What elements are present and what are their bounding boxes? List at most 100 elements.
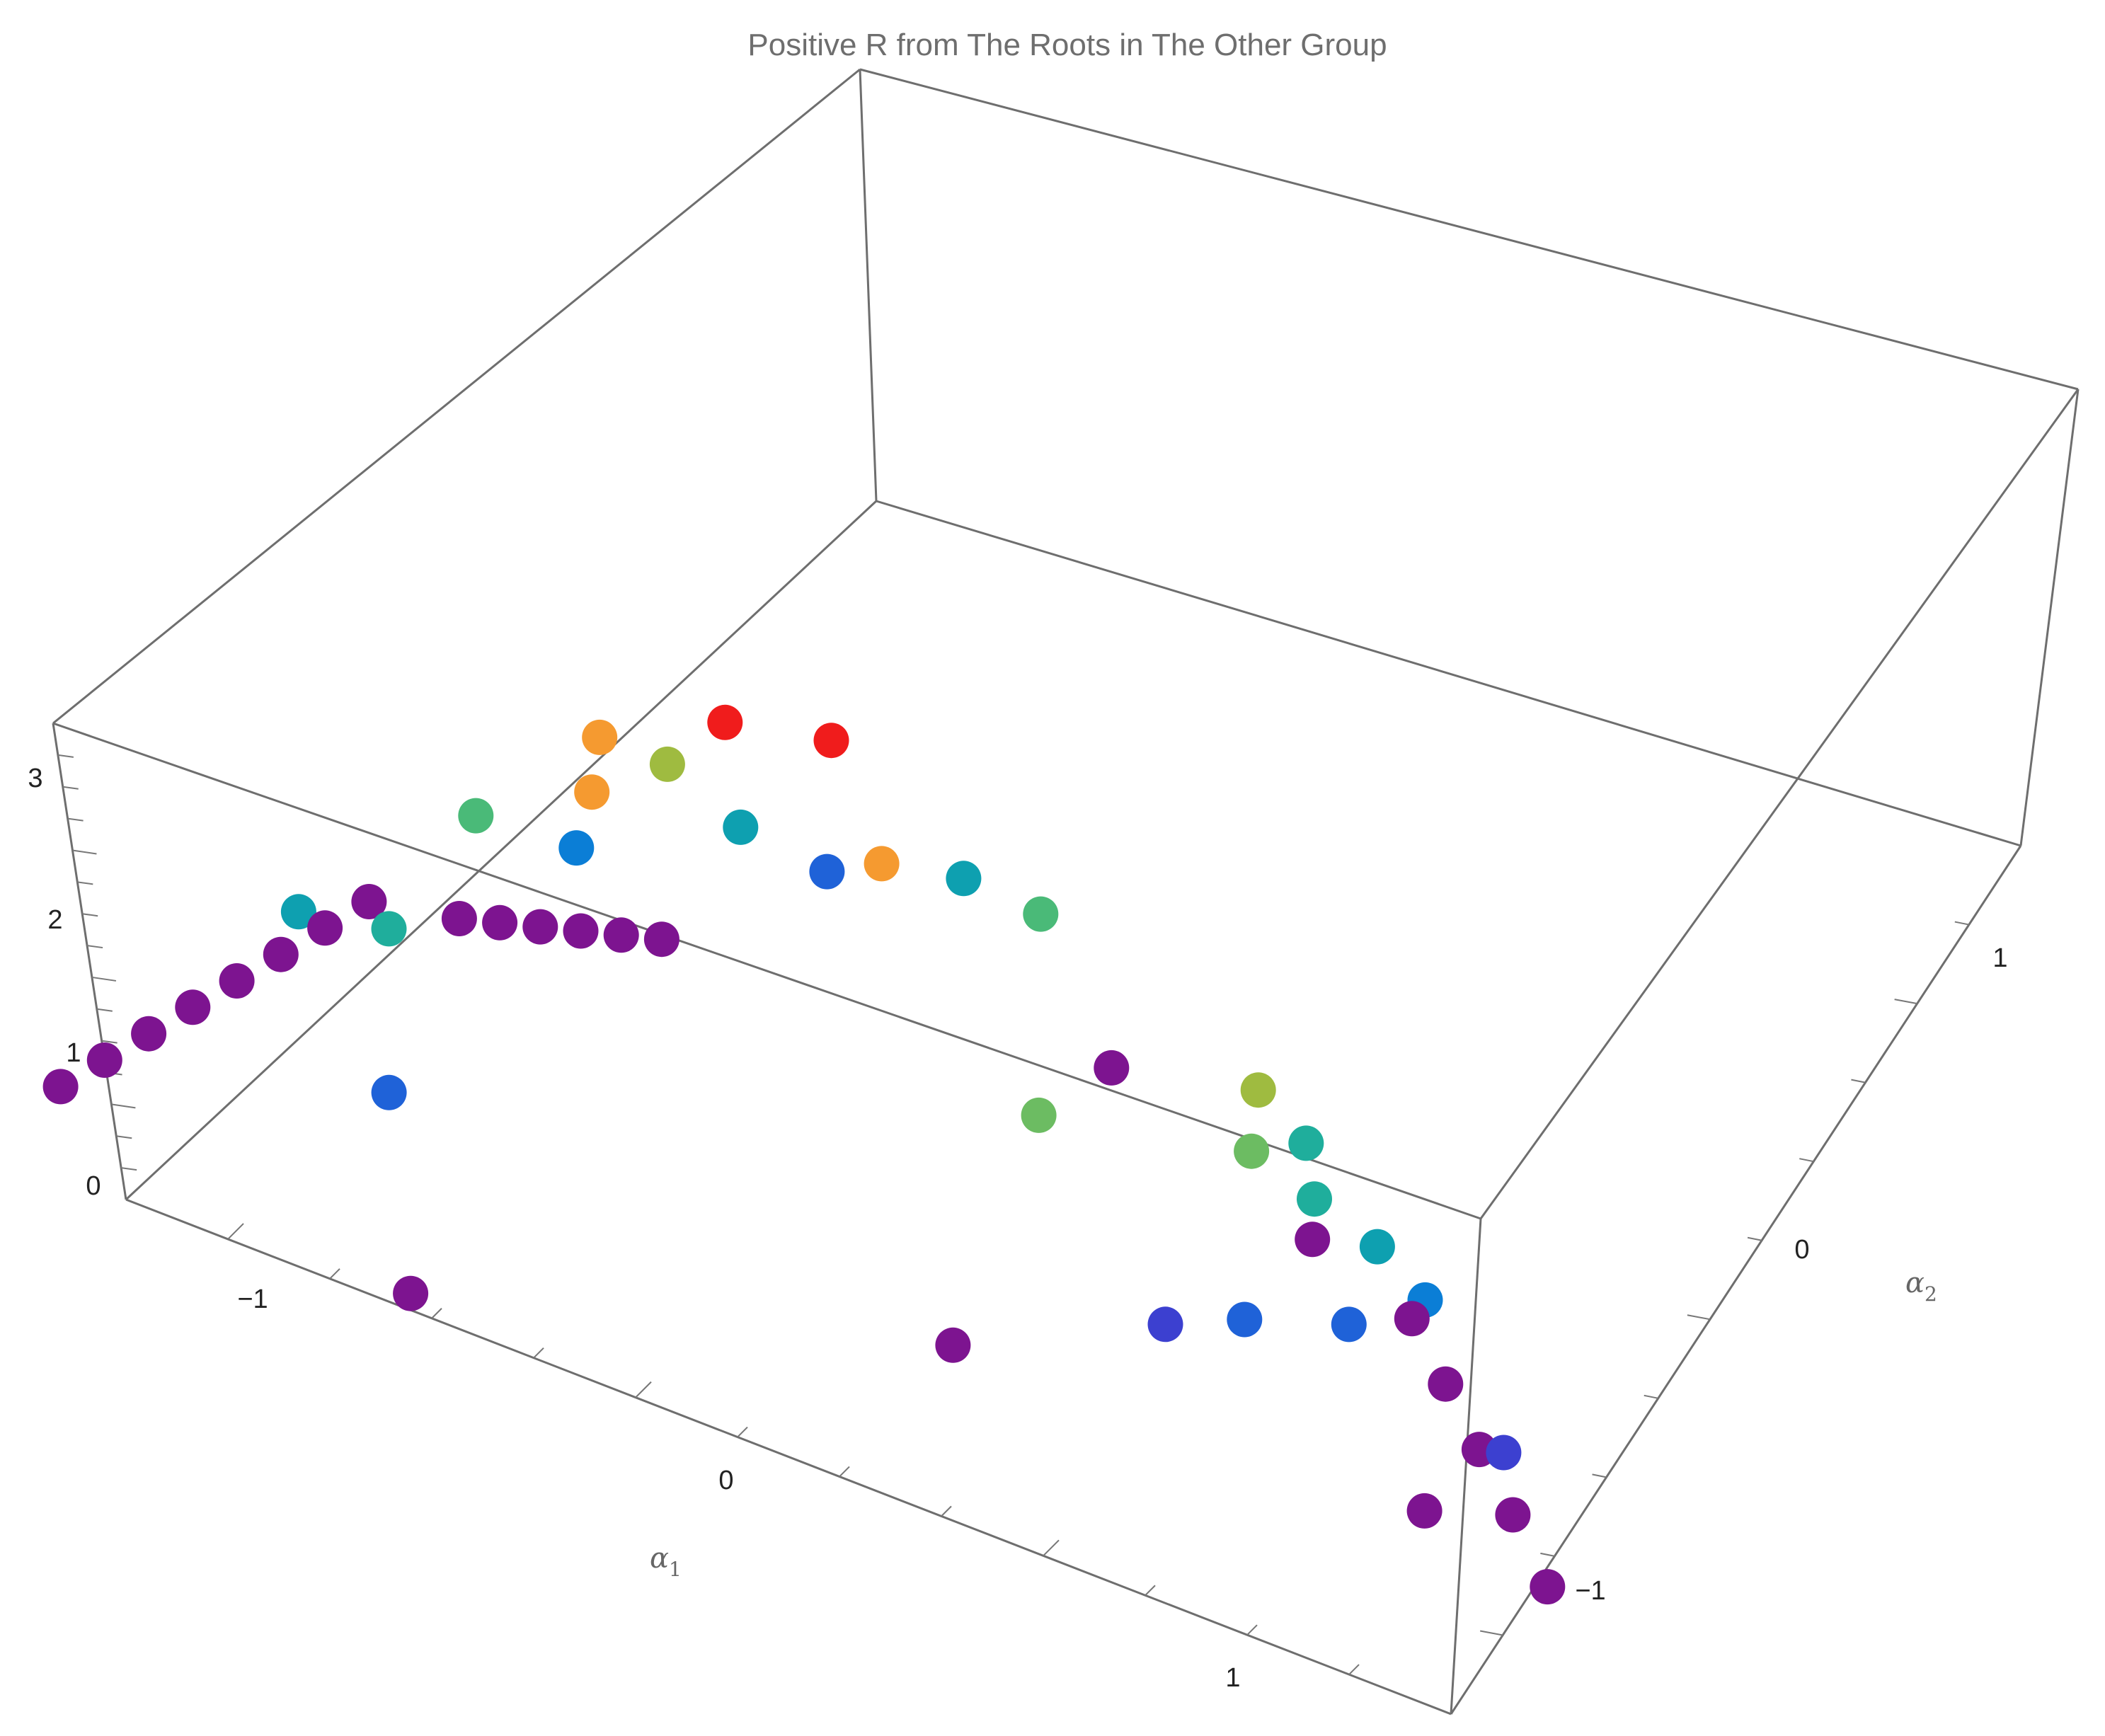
- data-point: [175, 989, 211, 1025]
- axis-tick: [111, 1103, 136, 1109]
- data-point: [1288, 1125, 1324, 1161]
- axis-tick: [431, 1308, 442, 1319]
- data-point: [809, 853, 845, 890]
- data-point: [371, 1074, 407, 1110]
- data-point: [1094, 1050, 1130, 1086]
- data-point: [393, 1275, 429, 1311]
- data-point: [1428, 1366, 1464, 1402]
- z-tick-label: 0: [86, 1171, 101, 1201]
- x-tick-label: 1: [1225, 1663, 1240, 1693]
- tick-marks: [57, 754, 1970, 1675]
- data-point: [1227, 1301, 1263, 1338]
- axis-tick: [1043, 1539, 1060, 1557]
- data-point: [946, 861, 982, 897]
- z-tick-label: 2: [47, 905, 62, 935]
- data-point: [351, 884, 387, 919]
- axis-tick: [101, 1040, 117, 1044]
- box-edge: [859, 68, 2079, 391]
- box-edge: [125, 1198, 1452, 1715]
- axis-tick: [1246, 1624, 1258, 1636]
- data-point: [1295, 1221, 1331, 1258]
- axis-tick: [533, 1347, 544, 1359]
- axis-tick: [120, 1167, 137, 1171]
- axis-tick: [1479, 1630, 1503, 1636]
- box-edge: [1450, 1218, 1482, 1715]
- box-edge: [2019, 389, 2080, 846]
- data-point: [558, 830, 595, 866]
- x-tick-label: 0: [718, 1466, 733, 1495]
- x-axis-ticks: −1 0 1: [237, 1284, 1240, 1693]
- data-point: [219, 963, 255, 999]
- axis-tick: [67, 817, 84, 822]
- axis-tick: [72, 849, 97, 855]
- data-point: [1406, 1493, 1442, 1529]
- axis-tick: [1644, 1394, 1658, 1399]
- axis-tick: [1145, 1585, 1156, 1596]
- data-point: [1359, 1229, 1395, 1265]
- data-point: [574, 774, 610, 810]
- data-point: [1394, 1301, 1430, 1337]
- x-tick-label: −1: [237, 1284, 268, 1314]
- chart-title: Positive R from The Roots in The Other G…: [747, 28, 1387, 62]
- x-axis-label: α1: [650, 1542, 682, 1581]
- axis-tick: [227, 1223, 244, 1240]
- data-point: [723, 809, 759, 845]
- box-edge: [859, 69, 878, 502]
- axis-tick: [1540, 1552, 1555, 1557]
- y-tick-label: −1: [1575, 1576, 1605, 1606]
- data-point: [1495, 1497, 1531, 1533]
- axis-tick: [1851, 1079, 1866, 1083]
- axis-tick: [1348, 1664, 1360, 1675]
- data-point: [263, 936, 299, 972]
- data-point: [1240, 1072, 1276, 1108]
- axis-tick: [1894, 999, 1917, 1005]
- z-tick-label: 3: [28, 764, 42, 793]
- box-edge: [52, 723, 127, 1200]
- box-edge: [1479, 389, 2080, 1219]
- y-axis-label: α2: [1905, 1267, 1937, 1306]
- data-point: [707, 704, 743, 740]
- box-edge: [876, 500, 2021, 847]
- data-point: [1530, 1569, 1566, 1605]
- data-point: [643, 921, 679, 958]
- y-tick-label: 0: [1794, 1235, 1809, 1265]
- data-point: [935, 1327, 971, 1363]
- data-point: [813, 723, 849, 759]
- axis-tick: [1687, 1314, 1711, 1321]
- z-axis-ticks: 0 1 2 3: [28, 764, 101, 1201]
- axis-tick: [1592, 1473, 1607, 1478]
- axis-tick: [1747, 1236, 1762, 1241]
- data-point: [582, 719, 618, 755]
- data-point: [1486, 1435, 1522, 1471]
- axis-tick: [57, 754, 74, 758]
- data-point: [1023, 896, 1059, 932]
- box-edge: [125, 500, 878, 1201]
- box-edge: [52, 68, 861, 725]
- y-tick-label: 1: [1992, 943, 2007, 973]
- data-point: [1021, 1097, 1057, 1133]
- axis-tick: [737, 1426, 748, 1438]
- data-point: [864, 846, 900, 882]
- data-point: [1331, 1306, 1367, 1343]
- data-point: [131, 1016, 167, 1052]
- axis-tick: [329, 1268, 340, 1280]
- axis-tick: [86, 945, 103, 949]
- data-point: [603, 917, 639, 953]
- data-point: [649, 746, 685, 782]
- data-point: [441, 901, 477, 936]
- data-point: [280, 894, 316, 930]
- axis-tick: [82, 913, 98, 917]
- axis-tick: [77, 881, 93, 885]
- data-point: [371, 911, 407, 947]
- data-point: [1234, 1133, 1270, 1169]
- y-axis-ticks: −1 0 1: [1575, 943, 2007, 1606]
- data-point: [458, 798, 494, 834]
- data-point: [1147, 1306, 1183, 1343]
- z-tick-label: 1: [66, 1038, 81, 1068]
- axis-tick: [116, 1135, 132, 1139]
- axis-tick: [635, 1381, 652, 1398]
- axis-tick: [839, 1466, 850, 1478]
- data-point: [1297, 1181, 1332, 1217]
- axis-tick: [1954, 921, 1970, 926]
- plot-box: [52, 68, 2080, 1715]
